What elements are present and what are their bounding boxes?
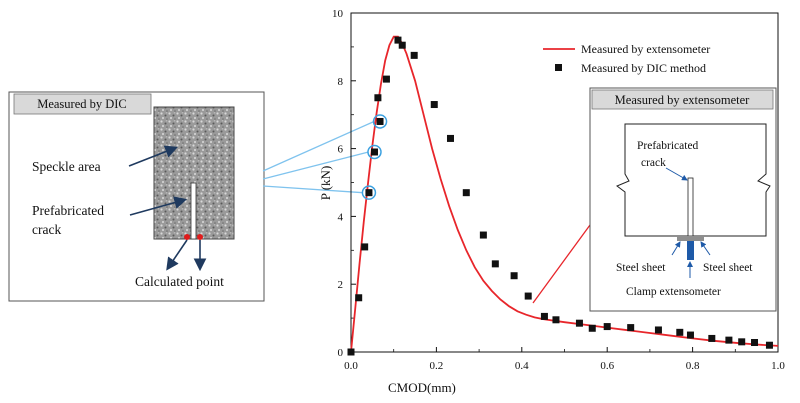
steel-sheet-right-label: Steel sheet [703, 262, 753, 274]
dic-data-point [627, 324, 635, 332]
dic-panel-title-box [13, 93, 152, 115]
dic-data-point [347, 348, 355, 356]
dic-panel-title: Measured by DIC [37, 97, 127, 111]
dic-data-point [446, 134, 454, 142]
connector-line [262, 120, 375, 172]
dic-data-point [410, 51, 418, 59]
dic-data-point [382, 75, 390, 83]
dic-data-point [765, 341, 773, 349]
highlight-circle [361, 185, 377, 200]
legend: Measured by extensometer Measured by DIC… [543, 42, 710, 75]
dic-data-point [654, 326, 662, 334]
dic-data-point [686, 331, 694, 339]
x-tick-label: 1.0 [771, 360, 785, 372]
y-axis: 0 2 4 6 8 10 [332, 8, 356, 359]
dic-data-point [462, 189, 470, 197]
specimen-outline [616, 123, 771, 237]
y-tick-label: 2 [338, 279, 344, 291]
speckle-area-label: Speckle area [32, 159, 101, 174]
dic-data-point [365, 189, 373, 197]
calc-point-left [184, 234, 190, 240]
calc-arrow-left [166, 239, 188, 271]
dic-data-point [394, 36, 402, 44]
dic-data-point [751, 339, 759, 347]
speckle-arrow [128, 145, 178, 167]
dic-data-point [430, 101, 438, 109]
dic-data-point [524, 292, 532, 300]
x-tick-label: 0.4 [515, 360, 529, 372]
calc-point-right [197, 234, 203, 240]
highlight-circle [367, 144, 382, 160]
dic-data-point [376, 117, 384, 125]
y-tick-label: 6 [338, 144, 344, 156]
y-tick-label: 0 [338, 347, 344, 359]
extensometer-panel-frame [589, 87, 777, 312]
x-axis: 0.0 0.2 0.4 0.6 0.8 1.0 [344, 347, 785, 372]
dic-data-point [398, 41, 406, 49]
legend-label-dic: Measured by DIC method [581, 61, 706, 75]
dic-prefabricated-crack [190, 182, 197, 240]
y-tick-label: 8 [338, 76, 344, 88]
legend-marker-swatch [555, 64, 562, 71]
ext-crack-arrow [665, 167, 688, 181]
clamp-extensometer-device [687, 241, 694, 260]
dic-data-point [738, 338, 746, 346]
x-tick-label: 0.8 [686, 360, 700, 372]
extensometer-curve [350, 35, 779, 353]
y-tick-label: 4 [338, 211, 344, 223]
dic-data-point [479, 231, 487, 239]
dic-data-point [370, 148, 378, 156]
legend-label-extensometer: Measured by extensometer [581, 42, 710, 56]
ext-crack-label-line2: crack [641, 157, 666, 169]
calculated-point-label: Calculated point [135, 274, 224, 289]
dic-data-point [510, 272, 518, 280]
load-cmod-chart: 0 2 4 6 8 10 0.0 0.2 0.4 0.6 0.8 1.0 CMOD(mm) P (k… [318, 8, 785, 395]
x-axis-label: CMOD(mm) [388, 380, 456, 395]
x-tick-label: 0.2 [430, 360, 444, 372]
dic-data-point [708, 334, 716, 342]
connector-line [262, 185, 363, 194]
clamp-extensometer-label: Clamp extensometer [626, 286, 721, 298]
x-tick-label: 0.6 [600, 360, 614, 372]
dic-crack-label-line2: crack [32, 222, 61, 237]
steel-sheet-left-label: Steel sheet [616, 262, 666, 274]
dic-data-point [588, 324, 596, 332]
dic-panel: Measured by DIC Speckle area Prefabricat… [8, 91, 265, 302]
ext-crack-label-line1: Prefabricated [637, 140, 699, 152]
plot-series [347, 35, 779, 356]
dic-crack-label-line1: Prefabricated [32, 203, 104, 218]
extensometer-panel: Measured by extensometer Prefabricated c… [589, 87, 777, 312]
x-tick-label: 0.0 [344, 360, 358, 372]
extensometer-panel-title: Measured by extensometer [615, 93, 751, 107]
dic-data-point [374, 94, 382, 102]
dic-data-point [575, 319, 583, 327]
dic-data-point [361, 243, 369, 251]
dic-data-point [355, 294, 363, 302]
connector-line [262, 151, 369, 180]
dic-data-point [603, 323, 611, 331]
extensometer-prefabricated-crack [687, 177, 694, 237]
extensometer-panel-title-box [591, 89, 774, 110]
y-tick-label: 10 [332, 8, 344, 20]
dic-crack-arrow [129, 196, 188, 216]
dic-data-point [491, 260, 499, 268]
dic-data-point [552, 316, 560, 324]
steel-sheets [677, 236, 704, 241]
highlight-circle [372, 114, 388, 129]
y-axis-label: P (kN) [318, 166, 333, 201]
steel-left-arrow [671, 241, 681, 256]
dic-data-point [676, 328, 684, 336]
dic-data-point [725, 336, 733, 344]
extensometer-connector-line [532, 224, 591, 304]
dic-data-point [540, 312, 548, 320]
steel-right-arrow [700, 241, 711, 256]
